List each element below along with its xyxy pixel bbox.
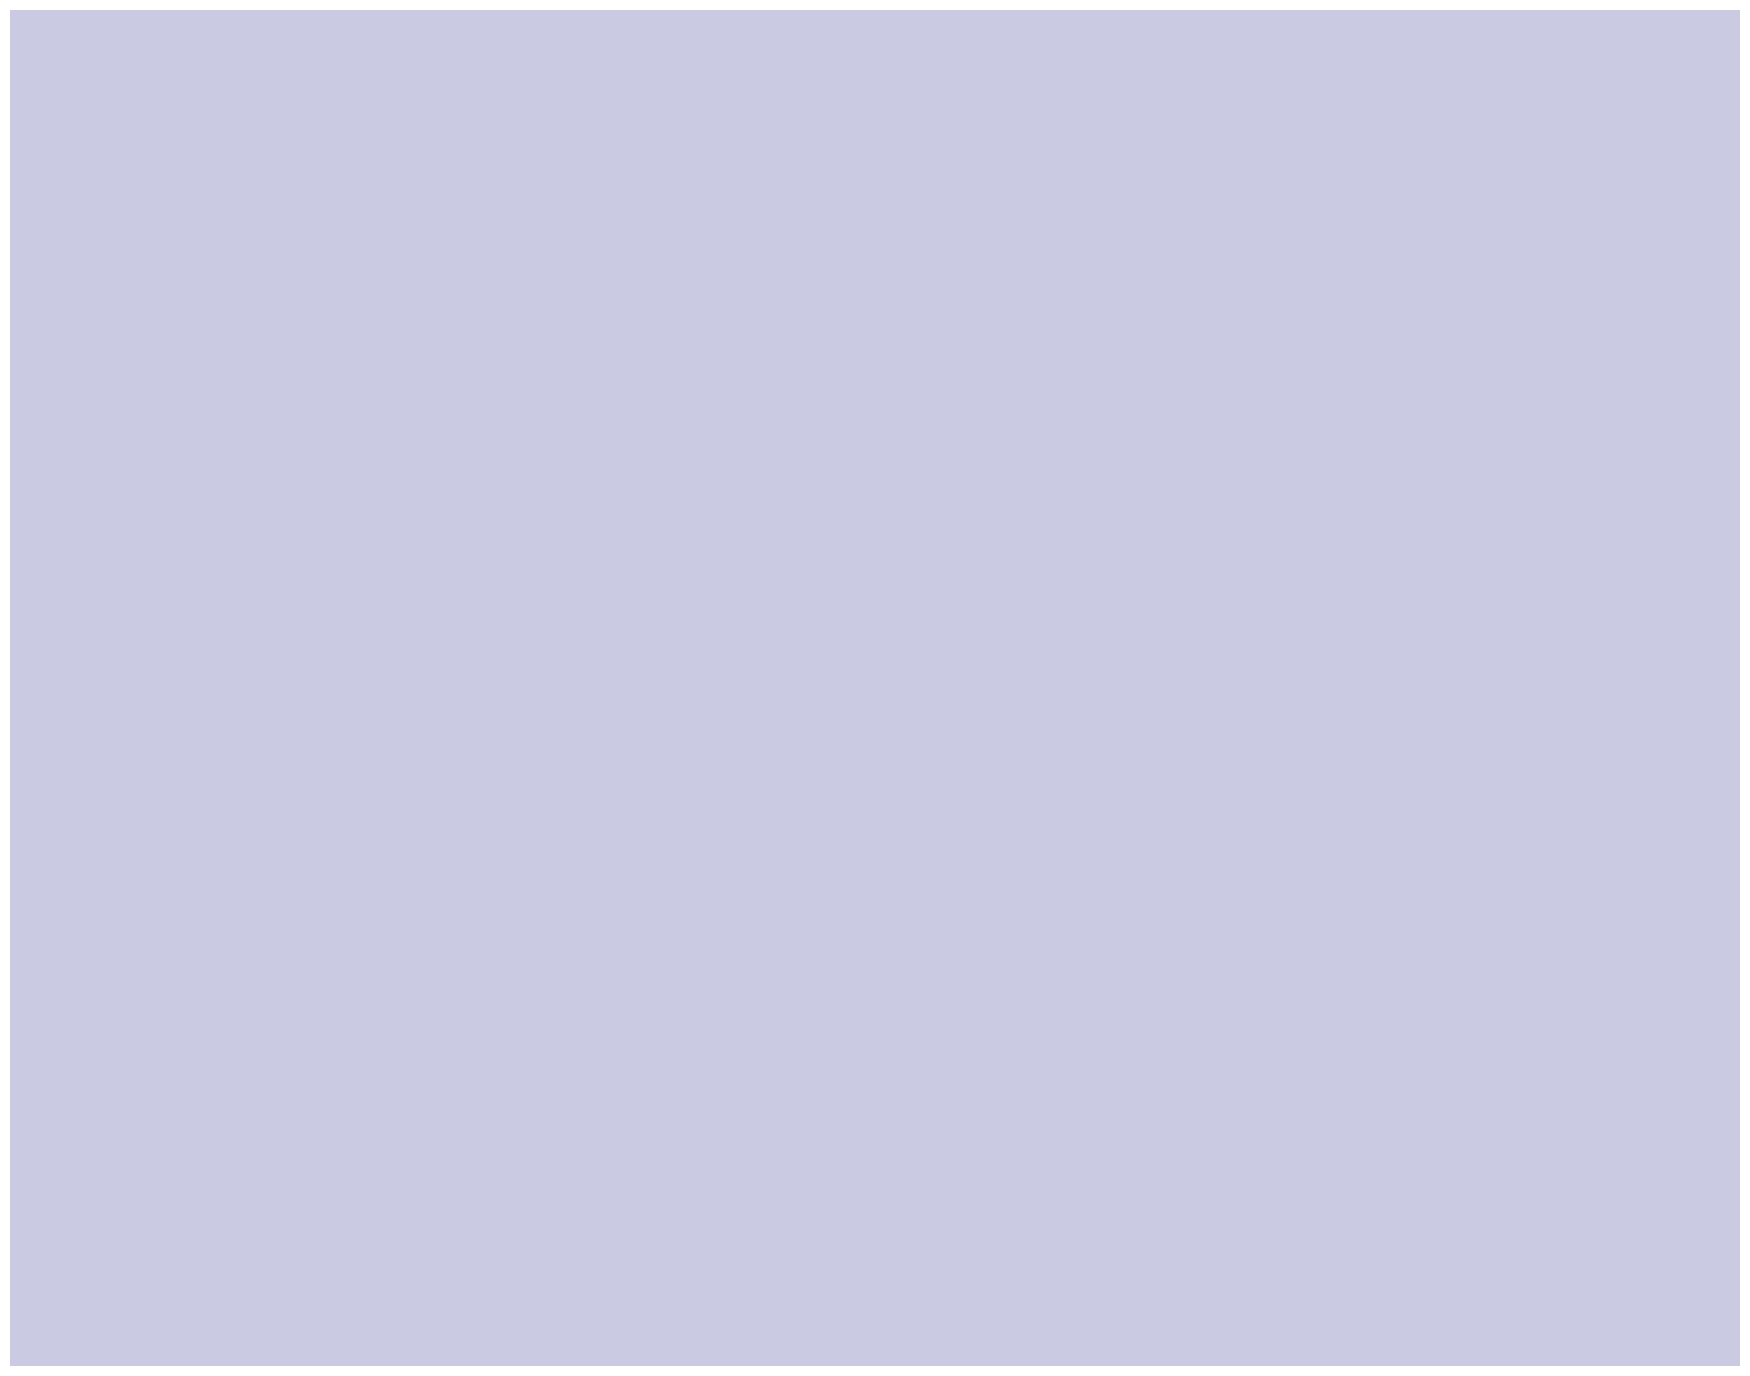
figure-panel: [10, 10, 1740, 1366]
